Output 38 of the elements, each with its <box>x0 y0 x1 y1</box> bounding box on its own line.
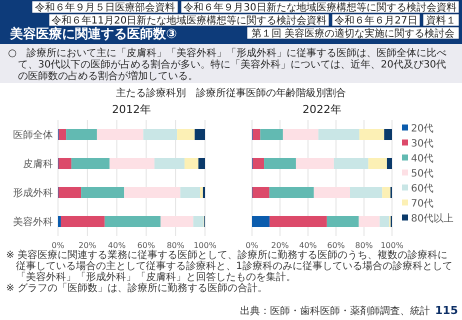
legend-label: 70代 <box>411 198 434 210</box>
legend-label: 80代以上 <box>411 212 454 224</box>
x-tick-label: 100% <box>194 241 217 250</box>
label-box: 令和６年９月30日新たな地域医療構想等に関する検討会資料 <box>180 0 460 14</box>
legend-label: 30代 <box>411 138 434 150</box>
x-tick-label: 0% <box>52 241 65 250</box>
y-tick-label: 医師全体 <box>13 129 53 142</box>
label-box: 資料１ <box>422 14 460 27</box>
x-tick-label: 80% <box>355 241 374 250</box>
x-tick-label: 40% <box>299 241 318 250</box>
text: 115 <box>435 304 458 317</box>
legend-label: 50代 <box>411 168 434 180</box>
text: ※ 美容医療に関連する業務に従事する医師として、診療所に勤務する医師のうち、複数の診療科に従事している場合の主として従事する診療科と、1診療科のみに従事している場合の診療科として「美容外科」「形成外科」「皮膚科」と回答したものを集計。 <box>6 249 452 283</box>
label-box: 令和６年９月５日医療部会資料 <box>32 0 178 14</box>
chart-title: 2022年 <box>302 103 342 116</box>
text: ※ グラフの「医師数」は、診療所に勤務する医師の合計。 <box>6 282 268 294</box>
label-box: 第１回 美容医療の適切な実施に関する検討会 <box>246 26 460 40</box>
x-tick-label: 100% <box>380 241 404 250</box>
legend-label: 60代 <box>411 184 434 194</box>
label-box: 令和６年６月27日 <box>332 14 420 27</box>
x-tick-label: 40% <box>108 241 126 250</box>
x-tick-label: 20% <box>78 241 97 250</box>
legend-label: 20代 <box>411 124 434 134</box>
x-tick-label: 80% <box>166 241 185 250</box>
source-note: 出典：医師・歯科医師・薬剤師調査、統計 <box>240 305 430 317</box>
x-tick-label: 20% <box>271 241 290 250</box>
text: 美容医療に関連する医師数③ <box>9 26 178 42</box>
text: ○ 診療所において主に「皮膚科」「美容外科」「形成外科」に従事する医師は、医師全体に比べて、30代以下の医師が占める割合が多い。特に「美容外科」については、近年、20代及び30代の医師数の占める割合が増加している。 <box>8 47 447 82</box>
y-tick-label: 美容外科 <box>13 216 53 228</box>
x-tick-label: 0% <box>246 241 259 250</box>
legend-label: 40代 <box>411 154 434 164</box>
y-tick-label: 皮膚科 <box>23 158 53 170</box>
label-box: 令和６年11月20日新たな地域医療構想等に関する検討会資料 <box>48 14 330 27</box>
y-tick-label: 形成外科 <box>13 187 53 200</box>
chart-title: 2012年 <box>112 103 151 116</box>
x-tick-label: 60% <box>137 241 156 250</box>
text: 主たる診療科別 診療所従事医師の年齢階級別割合 <box>116 87 346 99</box>
x-tick-label: 60% <box>327 241 346 250</box>
